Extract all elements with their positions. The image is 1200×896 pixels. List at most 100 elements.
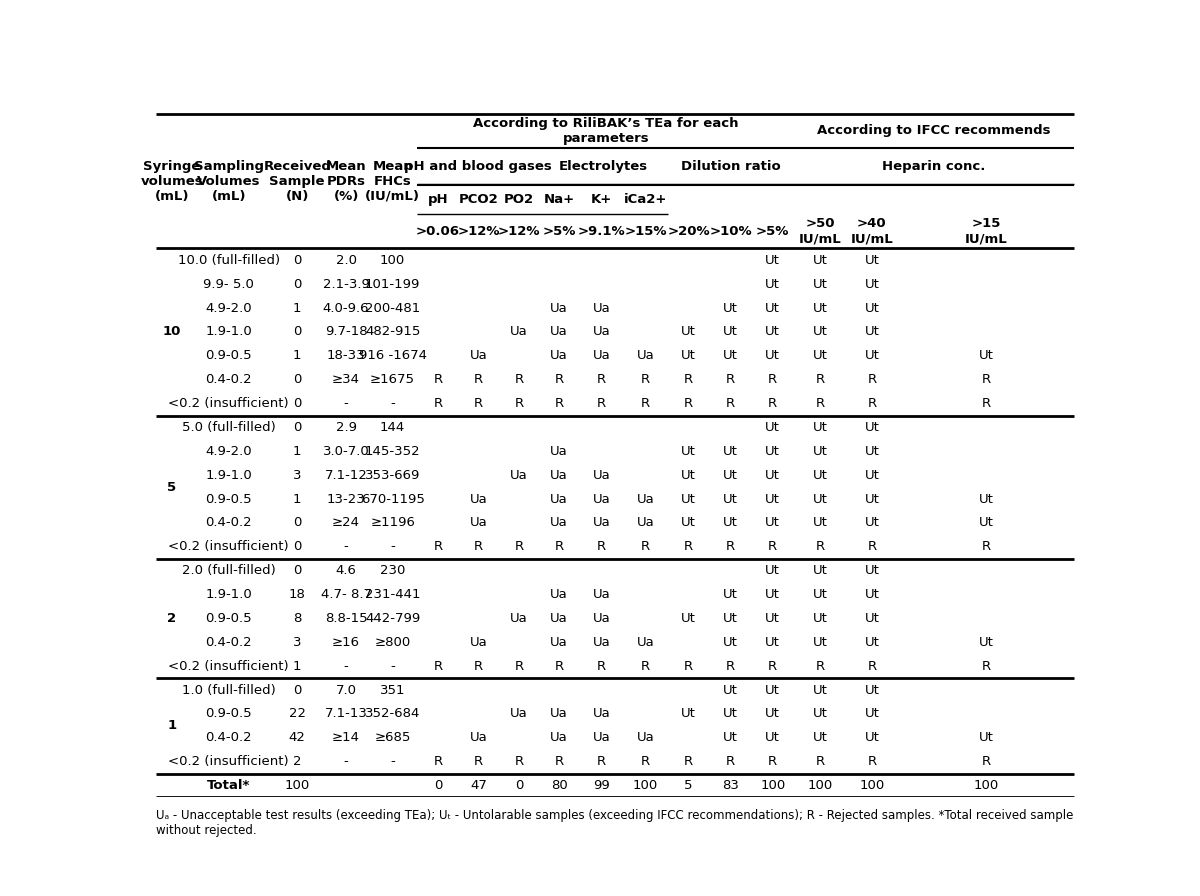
Text: Ut: Ut [766,636,780,649]
Text: 353-669: 353-669 [365,469,420,482]
Text: Ut: Ut [864,254,880,267]
Text: 100: 100 [973,779,998,792]
Text: Ut: Ut [812,708,828,720]
Text: Received
Sample
(N): Received Sample (N) [263,159,331,202]
Text: R: R [641,755,650,768]
Text: 100: 100 [380,254,406,267]
Text: R: R [768,397,778,410]
Text: Ut: Ut [864,564,880,577]
Text: ≥16: ≥16 [332,636,360,649]
Text: 0: 0 [293,374,301,386]
Text: Ut: Ut [864,684,880,696]
Text: R: R [641,540,650,554]
Text: Ua: Ua [551,636,568,649]
Text: Ut: Ut [812,588,828,601]
Text: Ut: Ut [812,636,828,649]
Text: Electrolytes: Electrolytes [559,159,648,173]
Text: Ut: Ut [766,612,780,625]
Text: Ut: Ut [766,349,780,362]
Text: 10: 10 [162,325,181,339]
Text: Ua: Ua [469,349,487,362]
Text: Ut: Ut [864,302,880,314]
Text: Ut: Ut [812,444,828,458]
Text: Mean
FHCs
(IU/mL): Mean FHCs (IU/mL) [365,159,420,202]
Text: Ut: Ut [766,516,780,530]
Text: 8: 8 [293,612,301,625]
Text: 5: 5 [684,779,692,792]
Text: Ut: Ut [978,516,994,530]
Text: R: R [982,659,990,673]
Text: According to RiliBAK’s TEa for each
parameters: According to RiliBAK’s TEa for each para… [473,116,738,144]
Text: R: R [515,397,523,410]
Text: Ut: Ut [812,421,828,434]
Text: Ut: Ut [766,708,780,720]
Text: 0: 0 [293,397,301,410]
Text: Ua: Ua [637,636,654,649]
Text: 0: 0 [293,421,301,434]
Text: Ut: Ut [812,731,828,745]
Text: <0.2 (insufficient): <0.2 (insufficient) [168,659,289,673]
Text: 1.9-1.0: 1.9-1.0 [205,469,252,482]
Text: 1: 1 [293,349,301,362]
Text: >12%: >12% [498,225,540,237]
Text: 9.7-18: 9.7-18 [325,325,367,339]
Text: 3: 3 [293,636,301,649]
Text: 100: 100 [760,779,785,792]
Text: R: R [641,397,650,410]
Text: R: R [868,755,876,768]
Text: Ut: Ut [766,684,780,696]
Text: 0.9-0.5: 0.9-0.5 [205,708,252,720]
Text: 144: 144 [380,421,406,434]
Text: 0.4-0.2: 0.4-0.2 [205,374,252,386]
Text: Ua: Ua [593,469,611,482]
Text: Ut: Ut [766,302,780,314]
Text: Sampling
Volumes
(mL): Sampling Volumes (mL) [193,159,264,202]
Text: R: R [726,397,736,410]
Text: 0: 0 [293,325,301,339]
Text: 1.9-1.0: 1.9-1.0 [205,325,252,339]
Text: Ut: Ut [766,493,780,505]
Text: 230: 230 [380,564,406,577]
Text: Ut: Ut [766,325,780,339]
Text: Ua: Ua [510,708,528,720]
Text: 4.9-2.0: 4.9-2.0 [205,302,252,314]
Text: Ut: Ut [812,278,828,290]
Text: Ut: Ut [766,731,780,745]
Text: Ut: Ut [978,493,994,505]
Text: 0: 0 [293,540,301,554]
Text: Ut: Ut [724,516,738,530]
Text: R: R [816,540,824,554]
Text: 2.0 (full-filled): 2.0 (full-filled) [181,564,276,577]
Text: Ut: Ut [812,564,828,577]
Text: >9.1%: >9.1% [577,225,625,237]
Text: 0.4-0.2: 0.4-0.2 [205,636,252,649]
Text: -: - [390,659,395,673]
Text: 145-352: 145-352 [365,444,420,458]
Text: R: R [515,374,523,386]
Text: 99: 99 [593,779,610,792]
Text: R: R [684,659,694,673]
Text: R: R [768,374,778,386]
Text: 83: 83 [722,779,739,792]
Text: Mean
PDRs
(%): Mean PDRs (%) [325,159,366,202]
Text: R: R [868,397,876,410]
Text: Ut: Ut [766,254,780,267]
Text: Ua: Ua [551,325,568,339]
Text: 2: 2 [167,612,176,625]
Text: Heparin conc.: Heparin conc. [882,159,985,173]
Text: Ut: Ut [682,349,696,362]
Text: Ut: Ut [682,612,696,625]
Text: R: R [641,374,650,386]
Text: 0.9-0.5: 0.9-0.5 [205,493,252,505]
Text: >5%: >5% [542,225,576,237]
Text: Ut: Ut [724,708,738,720]
Text: PO2: PO2 [504,193,534,206]
Text: Ua: Ua [593,588,611,601]
Text: Ua: Ua [637,493,654,505]
Text: R: R [684,540,694,554]
Text: R: R [596,540,606,554]
Text: Ua: Ua [593,516,611,530]
Text: Ut: Ut [682,325,696,339]
Text: R: R [868,659,876,673]
Text: Ua: Ua [469,516,487,530]
